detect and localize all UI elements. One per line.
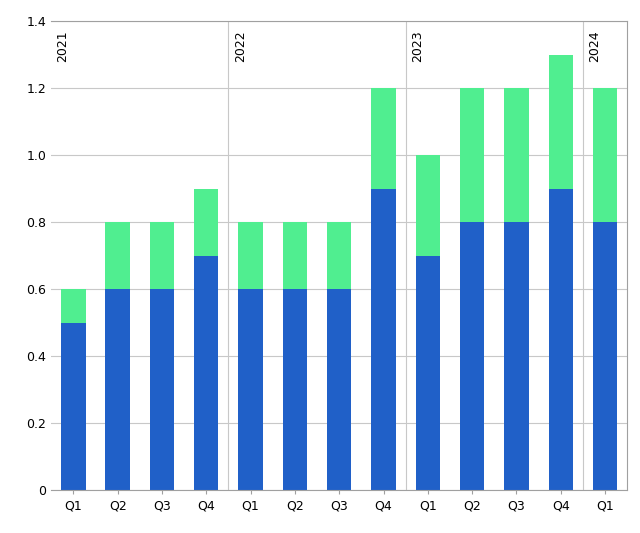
Bar — [460, 88, 484, 222]
Bar — [150, 289, 174, 490]
Bar — [460, 222, 484, 490]
Bar — [61, 323, 86, 490]
Bar — [106, 289, 130, 490]
Bar — [504, 88, 529, 222]
Bar — [239, 222, 263, 289]
Text: 2024: 2024 — [588, 31, 601, 62]
Bar — [593, 222, 617, 490]
Bar — [327, 289, 351, 490]
Bar — [371, 189, 396, 490]
Text: 2021: 2021 — [56, 31, 70, 62]
Text: 2023: 2023 — [411, 31, 424, 62]
Bar — [283, 289, 307, 490]
Bar — [415, 256, 440, 490]
Bar — [593, 88, 617, 222]
Bar — [194, 256, 218, 490]
Bar — [415, 155, 440, 256]
Bar — [548, 55, 573, 189]
Bar — [371, 88, 396, 189]
Bar — [194, 189, 218, 256]
Bar — [548, 189, 573, 490]
Text: 2022: 2022 — [234, 31, 247, 62]
Bar — [504, 222, 529, 490]
Bar — [239, 289, 263, 490]
Bar — [106, 222, 130, 289]
Bar — [150, 222, 174, 289]
Bar — [283, 222, 307, 289]
Bar — [327, 222, 351, 289]
Bar — [61, 289, 86, 323]
